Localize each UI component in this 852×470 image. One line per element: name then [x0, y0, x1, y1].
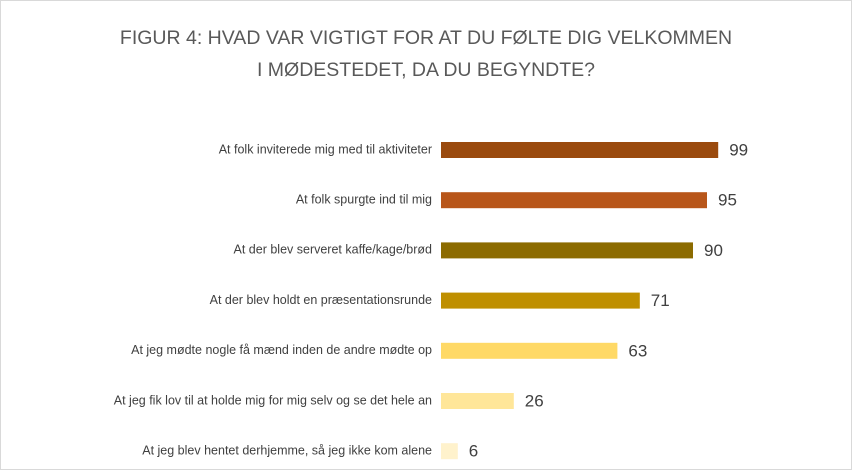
value-label: 99 [729, 140, 748, 159]
bar [441, 242, 693, 259]
category-label: At jeg blev hentet derhjemme, så jeg ikk… [142, 443, 432, 457]
bar [441, 443, 458, 460]
bar [441, 192, 707, 209]
chart-title: FIGUR 4: HVAD VAR VIGTIGT FOR AT DU FØLT… [119, 27, 733, 81]
bar [441, 342, 618, 359]
value-label: 71 [651, 291, 670, 310]
value-label: 90 [704, 241, 723, 260]
value-label: 6 [469, 442, 478, 461]
bar [441, 292, 640, 309]
value-label: 95 [718, 191, 737, 210]
category-label: At der blev holdt en præsentationsrunde [210, 293, 432, 307]
category-label: At folk inviterede mig med til aktivitet… [219, 142, 432, 156]
bar [441, 142, 719, 158]
bar [441, 393, 514, 409]
category-label: At jeg fik lov til at holde mig for mig … [114, 393, 432, 407]
value-label: 26 [525, 391, 544, 410]
category-label: At jeg mødte nogle få mænd inden de andr… [131, 343, 432, 357]
category-label: At folk spurgte ind til mig [296, 192, 432, 206]
value-label: 63 [628, 341, 647, 360]
category-label: At der blev serveret kaffe/kage/brød [234, 243, 433, 257]
